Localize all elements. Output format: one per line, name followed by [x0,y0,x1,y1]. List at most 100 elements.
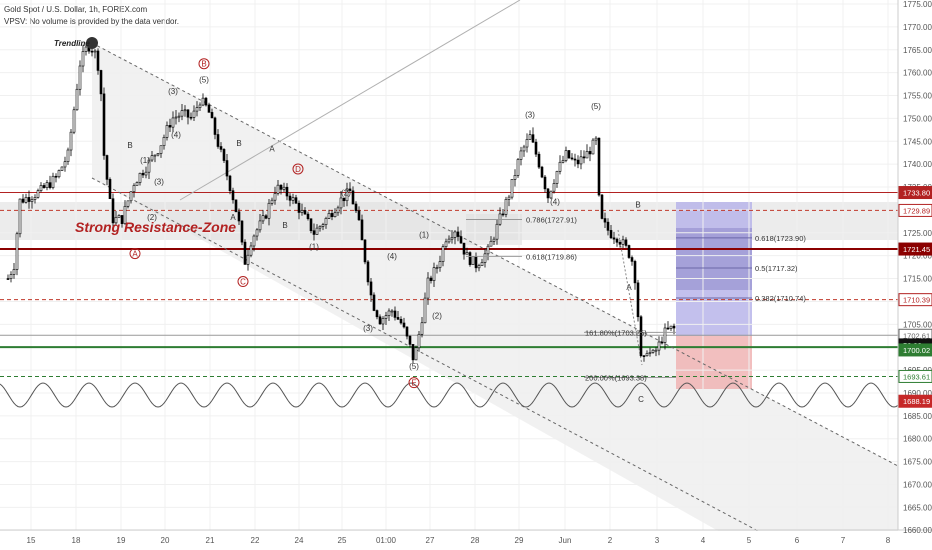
candle-body [597,137,601,196]
candle-body [441,246,445,262]
candle-body [57,170,61,178]
candle-body [483,253,487,263]
candle-body [378,316,382,325]
candle-body [465,252,469,255]
candle-body [552,183,556,192]
wave-label-circled: A [132,250,138,259]
candle-body [576,159,580,165]
candle-body [252,235,256,247]
candle-body [174,116,178,119]
y-tick-label: 1755.00 [903,92,932,101]
x-tick-label: 3 [655,536,660,545]
candle-body [258,220,262,231]
candle-body [546,188,550,199]
candle-body [417,333,421,349]
candle-body [117,215,121,218]
candle-body [147,159,151,173]
candle-body [114,217,118,224]
candle-body [255,229,259,237]
candle-body [105,155,109,180]
candle-body [285,186,289,197]
candle-body [603,218,607,223]
candle-body [111,198,115,224]
y-tick-label: 1720.00 [903,252,932,261]
candle-body [45,182,49,188]
y-tick-label: 1670.00 [903,480,932,489]
wave-label: (5) [199,76,209,85]
price-tag-box [898,343,932,357]
candle-body [645,353,649,357]
candle-body [654,349,658,352]
wave-label: (1) [140,156,150,165]
candle-body [21,198,25,203]
price-tag-label: 1688.19 [903,397,930,406]
wave-label: (1) [309,243,319,252]
candle-body [573,158,577,161]
candle-body [360,219,364,241]
candle-body [486,245,490,255]
candle-body [108,179,112,200]
wave-label: (2) [341,188,351,197]
wave-label: (2) [432,311,442,320]
candle-body [156,153,160,156]
price-tag-label: 1729.89 [903,206,930,215]
candle-body [468,252,472,265]
candle-body [33,197,37,200]
candle-body [354,203,358,212]
candle-body [6,278,10,280]
candle-body [249,245,253,256]
wave-bc-line [617,229,643,366]
candle-body [534,141,538,155]
candle-body [150,155,154,161]
candle-body [165,125,169,138]
candle-body [582,156,586,159]
candle-body [294,197,298,204]
candle-body [375,310,379,318]
x-tick-label: Jun [559,536,572,545]
candle-body [450,237,454,240]
candle-body [168,125,172,128]
price-tag-box [898,369,932,383]
candle-body [261,215,265,222]
candle-body [405,326,409,337]
candle-body [456,231,460,237]
trendline-anchor-dot[interactable] [86,37,98,49]
candle-body [24,197,28,203]
wave-labels: (3) (4) (5) B (1) (2) (3) B A A B (1) (2) (3) (4) (5) (1… [127,58,644,404]
candle-body [9,274,13,279]
candle-body [279,184,283,190]
wave-label: A [269,144,275,153]
candle-body [315,227,319,235]
candle-body [531,134,535,143]
y-tick-label: 1680.00 [903,435,932,444]
wave-label: B [127,141,132,150]
price-tag-box [898,293,932,307]
wave-label: B [282,221,287,230]
candle-body [132,185,136,193]
candle-body [297,202,301,213]
wave-label: (4) [550,197,560,206]
candle-body [666,327,670,330]
candle-body [60,166,64,171]
candle-body [18,198,22,235]
x-tick-label: 18 [72,536,81,545]
y-tick-label: 1660.00 [903,526,932,535]
candle-body [120,215,124,224]
wave-circle [129,248,141,260]
y-tick-label: 1685.00 [903,412,932,421]
candle-body [42,185,46,188]
wave-label: A [626,283,632,292]
price-tag-label: 1721.45 [903,245,930,254]
candle-body [384,315,388,319]
candle-body [153,154,157,157]
x-tick-label: 6 [795,536,800,545]
wave-label-circled: B [201,60,206,69]
candle-body [489,240,493,247]
wave-label: (3) [154,177,164,186]
candle-body [381,318,385,325]
price-tag-label: 1710.39 [903,296,930,305]
candle-body [342,197,346,202]
candle-body [36,190,40,198]
fib-ext-label: 161.80%(1703.25) [585,328,647,337]
